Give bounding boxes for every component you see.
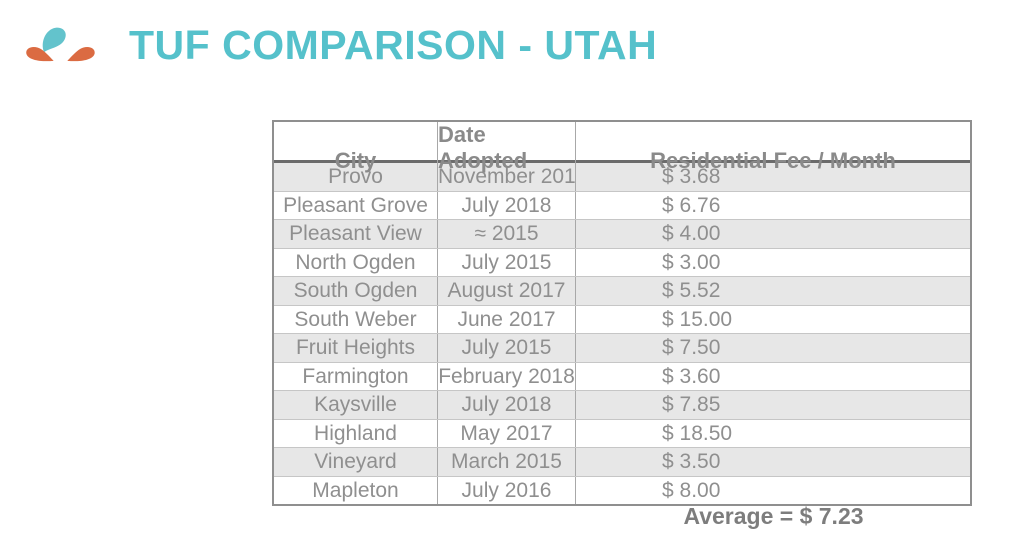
fee-cell: $ 7.50 bbox=[662, 336, 721, 359]
city-cell: Fruit Heights bbox=[274, 334, 438, 362]
fee-cell: $ 3.00 bbox=[662, 250, 721, 274]
fee-cell: $ 3.50 bbox=[662, 450, 721, 473]
fee-cell: $ 5.52 bbox=[662, 279, 721, 302]
table-row: South Weber June 2017 $ 15.00 bbox=[274, 305, 970, 334]
date-cell: May 2017 bbox=[438, 419, 576, 447]
city-cell: Highland bbox=[274, 419, 438, 447]
date-cell: July 2015 bbox=[438, 248, 576, 276]
city-cell: Farmington bbox=[274, 362, 438, 390]
table-row: Farmington February 2018 $ 3.60 bbox=[274, 362, 970, 391]
city-cell: Pleasant Grove bbox=[274, 191, 438, 219]
page-title: TUF COMPARISON - UTAH bbox=[129, 22, 658, 68]
table-row: North Ogden July 2015 $ 3.00 bbox=[274, 248, 970, 277]
date-cell: ≈ 2015 bbox=[438, 220, 576, 248]
fee-cell: $ 15.00 bbox=[662, 307, 733, 331]
date-cell: July 2018 bbox=[438, 191, 576, 219]
date-cell: July 2015 bbox=[438, 334, 576, 362]
table-row: Highland May 2017 $ 18.50 bbox=[274, 419, 970, 448]
water-splash-logo-icon bbox=[26, 27, 95, 62]
date-cell: August 2017 bbox=[438, 277, 576, 305]
table-row: Pleasant Grove July 2018 $ 6.76 bbox=[274, 191, 970, 220]
date-cell: November 2013 bbox=[438, 163, 576, 191]
date-cell: July 2018 bbox=[438, 391, 576, 419]
fee-cell: $ 6.76 bbox=[662, 193, 721, 217]
fee-cell: $ 18.50 bbox=[662, 421, 733, 445]
table-row: Vineyard March 2015 $ 3.50 bbox=[274, 448, 970, 477]
city-cell: Pleasant View bbox=[274, 220, 438, 248]
table-header-row: City Date Adopted Residential Fee / Mont… bbox=[274, 122, 970, 176]
fee-cell: $ 4.00 bbox=[662, 222, 721, 245]
column-header-residential-fee: Residential Fee / Month bbox=[650, 148, 896, 173]
date-cell: June 2017 bbox=[438, 305, 576, 333]
column-header-date-adopted: Date Adopted bbox=[438, 122, 576, 176]
table-row: Pleasant View ≈ 2015 $ 4.00 bbox=[274, 220, 970, 249]
date-cell: July 2016 bbox=[438, 476, 576, 504]
city-cell: North Ogden bbox=[274, 248, 438, 276]
table-row: South Ogden August 2017 $ 5.52 bbox=[274, 277, 970, 306]
average-fee-label: Average = $ 7.23 bbox=[683, 503, 864, 529]
date-cell: March 2015 bbox=[438, 448, 576, 476]
date-cell: February 2018 bbox=[438, 362, 576, 390]
table-row: Provo November 2013 $ 3.68 bbox=[274, 163, 970, 192]
table-row: Fruit Heights July 2015 $ 7.50 bbox=[274, 334, 970, 363]
city-cell: South Weber bbox=[274, 305, 438, 333]
fee-cell: $ 3.68 bbox=[662, 165, 721, 188]
city-cell: Vineyard bbox=[274, 448, 438, 476]
column-header-city: City bbox=[274, 122, 438, 176]
fee-comparison-table: City Date Adopted Residential Fee / Mont… bbox=[272, 120, 972, 506]
table-row: Kaysville July 2018 $ 7.85 bbox=[274, 391, 970, 420]
fee-cell: $ 7.85 bbox=[662, 393, 721, 416]
fee-cell: $ 8.00 bbox=[662, 478, 721, 502]
city-cell: South Ogden bbox=[274, 277, 438, 305]
city-cell: Provo bbox=[274, 163, 438, 191]
city-cell: Mapleton bbox=[274, 476, 438, 504]
fee-cell: $ 3.60 bbox=[662, 364, 721, 388]
table-row: Mapleton July 2016 $ 8.00 bbox=[274, 476, 970, 504]
city-cell: Kaysville bbox=[274, 391, 438, 419]
